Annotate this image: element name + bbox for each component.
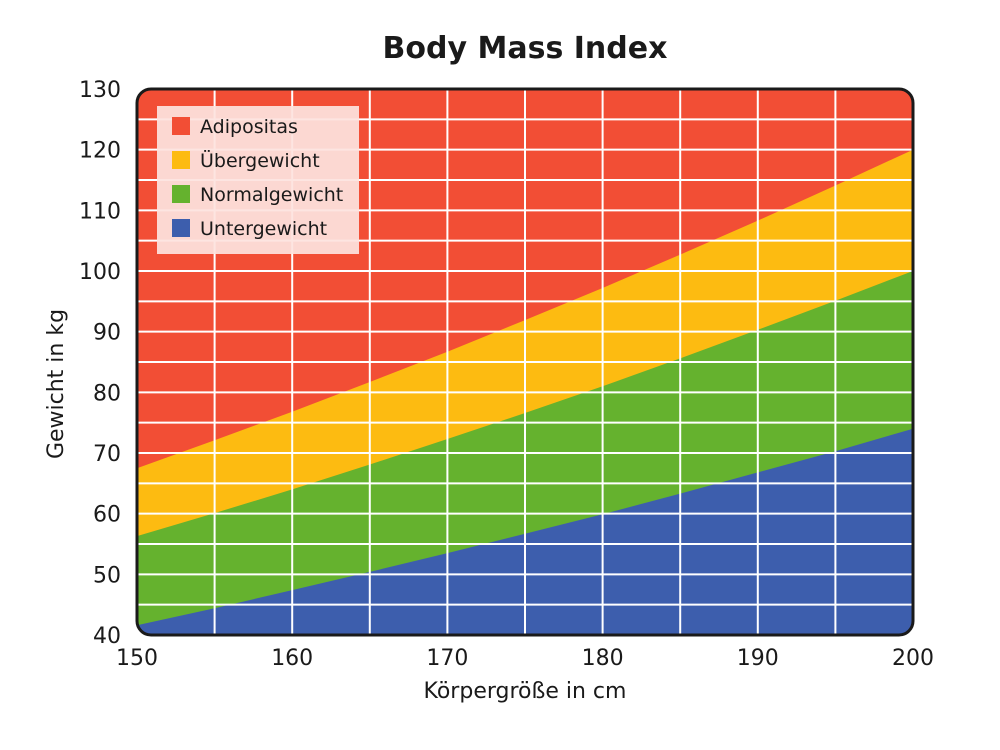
- legend-label: Adipositas: [200, 116, 298, 138]
- y-tick-label: 60: [93, 503, 121, 528]
- legend-label: Untergewicht: [200, 218, 327, 240]
- y-tick-label: 120: [79, 139, 121, 164]
- y-axis-ticks: 40 50 60 70 80 90 100 110 120 130: [79, 78, 121, 649]
- legend-swatch: [172, 151, 190, 169]
- y-tick-label: 80: [93, 381, 121, 406]
- y-tick-label: 110: [79, 199, 121, 224]
- y-tick-label: 100: [79, 260, 121, 285]
- x-tick-label: 180: [582, 646, 624, 671]
- x-axis-ticks: 150 160 170 180 190 200: [116, 646, 934, 671]
- y-tick-label: 50: [93, 563, 121, 588]
- legend: Adipositas Übergewicht Normalgewicht Unterg…: [157, 106, 359, 254]
- y-tick-label: 90: [93, 321, 121, 346]
- y-tick-label: 40: [93, 624, 121, 649]
- y-axis-label: Gewicht in kg: [44, 309, 69, 459]
- x-tick-label: 170: [426, 646, 468, 671]
- legend-label: Normalgewicht: [200, 184, 343, 206]
- y-tick-label: 130: [79, 78, 121, 103]
- plot-area: [137, 89, 913, 635]
- x-tick-label: 150: [116, 646, 158, 671]
- y-tick-label: 70: [93, 442, 121, 467]
- legend-swatch: [172, 185, 190, 203]
- plot-border: [135, 87, 915, 637]
- x-axis-label: Körpergröße in cm: [424, 679, 627, 704]
- legend-label: Übergewicht: [200, 149, 320, 172]
- legend-box: [157, 106, 359, 254]
- legend-swatch: [172, 219, 190, 237]
- x-tick-label: 190: [737, 646, 779, 671]
- x-tick-label: 160: [271, 646, 313, 671]
- x-tick-label: 200: [892, 646, 934, 671]
- legend-swatch: [172, 117, 190, 135]
- chart-title: Body Mass Index: [383, 31, 668, 66]
